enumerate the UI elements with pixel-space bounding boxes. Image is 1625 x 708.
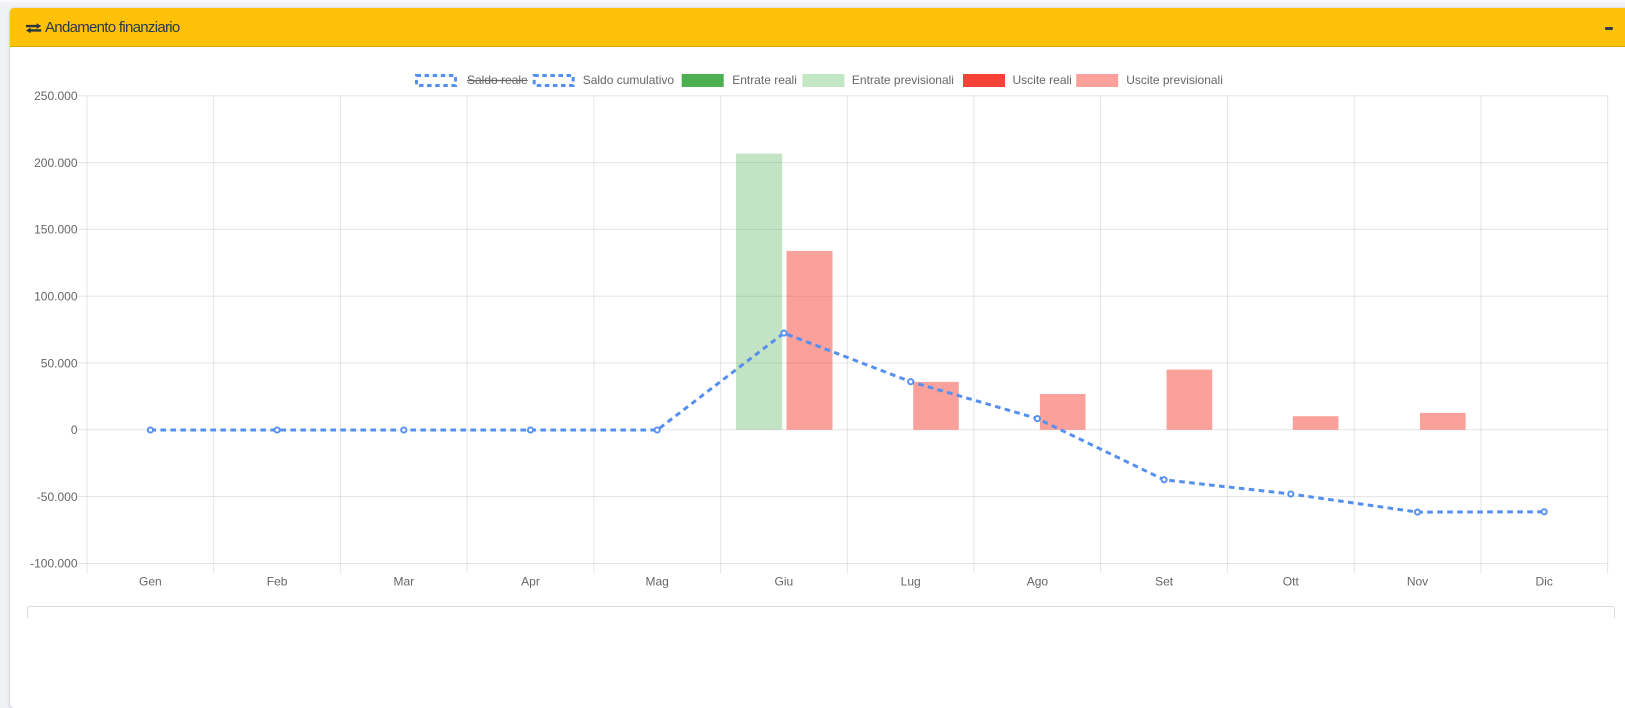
- svg-text:200.000: 200.000: [34, 156, 78, 170]
- svg-text:Mar: Mar: [393, 574, 414, 588]
- svg-text:50.000: 50.000: [41, 356, 78, 370]
- svg-text:0: 0: [71, 423, 78, 437]
- svg-text:Saldo cumulativo: Saldo cumulativo: [583, 73, 675, 87]
- svg-text:150.000: 150.000: [34, 223, 78, 237]
- svg-text:100.000: 100.000: [34, 290, 78, 304]
- svg-text:Ott: Ott: [1283, 574, 1300, 588]
- svg-text:Giu: Giu: [775, 574, 794, 588]
- svg-text:-100.000: -100.000: [30, 557, 78, 571]
- svg-text:Ago: Ago: [1027, 574, 1049, 588]
- svg-text:Dic: Dic: [1536, 574, 1553, 588]
- svg-text:250.000: 250.000: [34, 89, 78, 103]
- svg-text:Nov: Nov: [1407, 574, 1428, 588]
- svg-text:Uscite reali: Uscite reali: [1013, 73, 1072, 87]
- svg-text:Mag: Mag: [646, 574, 669, 588]
- svg-text:Lug: Lug: [901, 574, 921, 588]
- svg-text:Feb: Feb: [267, 574, 288, 588]
- svg-text:Gen: Gen: [139, 574, 162, 588]
- svg-text:Saldo reale: Saldo reale: [467, 73, 528, 87]
- svg-text:Entrate previsionali: Entrate previsionali: [852, 73, 954, 87]
- svg-text:-50.000: -50.000: [37, 490, 78, 504]
- svg-text:Uscite previsionali: Uscite previsionali: [1126, 73, 1223, 87]
- svg-text:Apr: Apr: [521, 574, 540, 588]
- svg-text:Entrate reali: Entrate reali: [732, 73, 797, 87]
- svg-text:Set: Set: [1155, 574, 1174, 588]
